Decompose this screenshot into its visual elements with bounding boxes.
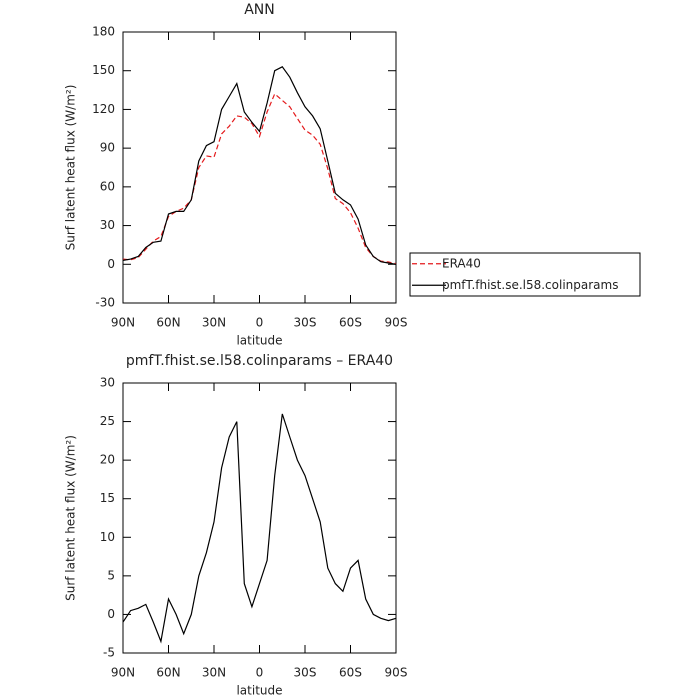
data-line	[122, 92, 397, 265]
x-tick-label: 30N	[202, 316, 226, 330]
y-tick-label: 90	[100, 141, 115, 155]
y-tick-label: 0	[107, 257, 115, 271]
y-tick-label: 30	[100, 376, 115, 390]
x-tick-label: 30S	[294, 666, 317, 680]
y-tick-label: 15	[100, 491, 115, 505]
y-tick-label: 180	[92, 25, 115, 39]
chart-title: pmfT.fhist.se.l58.colinparams – ERA40	[126, 353, 393, 369]
x-axis-label: latitude	[236, 334, 282, 348]
y-tick-label: 60	[100, 179, 115, 193]
legend-box	[409, 252, 641, 297]
x-tick-label: 60S	[339, 666, 362, 680]
x-tick-label: 0	[256, 666, 264, 680]
x-tick-label: 60S	[339, 316, 362, 330]
plot-frame	[122, 31, 397, 304]
y-tick-label: 30	[100, 218, 115, 232]
y-tick-label: -5	[103, 646, 115, 660]
x-axis-label: latitude	[236, 684, 282, 698]
data-line	[122, 413, 397, 644]
x-tick-label: 90N	[111, 666, 135, 680]
x-tick-label: 30S	[294, 316, 317, 330]
y-tick-label: 10	[100, 530, 115, 544]
x-tick-label: 90S	[385, 666, 408, 680]
y-axis-label: Surf latent heat flux (W/m²)	[64, 435, 78, 601]
data-line	[122, 66, 397, 265]
y-tick-label: 120	[92, 102, 115, 116]
x-tick-label: 60N	[156, 316, 180, 330]
x-tick-label: 90S	[385, 316, 408, 330]
x-tick-label: 30N	[202, 666, 226, 680]
x-tick-label: 0	[256, 316, 264, 330]
y-tick-label: -30	[95, 296, 115, 310]
y-tick-label: 0	[107, 607, 115, 621]
y-tick-label: 150	[92, 63, 115, 77]
legend-label: pmfT.fhist.se.l58.colinparams	[442, 278, 618, 292]
plot-frame	[122, 382, 397, 654]
x-tick-label: 60N	[156, 666, 180, 680]
legend-label: ERA40	[442, 256, 481, 270]
y-tick-label: 20	[100, 453, 115, 467]
y-tick-label: 25	[100, 414, 115, 428]
x-tick-label: 90N	[111, 316, 135, 330]
y-tick-label: 5	[107, 568, 115, 582]
y-axis-label: Surf latent heat flux (W/m²)	[64, 85, 78, 251]
chart-title: ANN	[244, 2, 275, 18]
